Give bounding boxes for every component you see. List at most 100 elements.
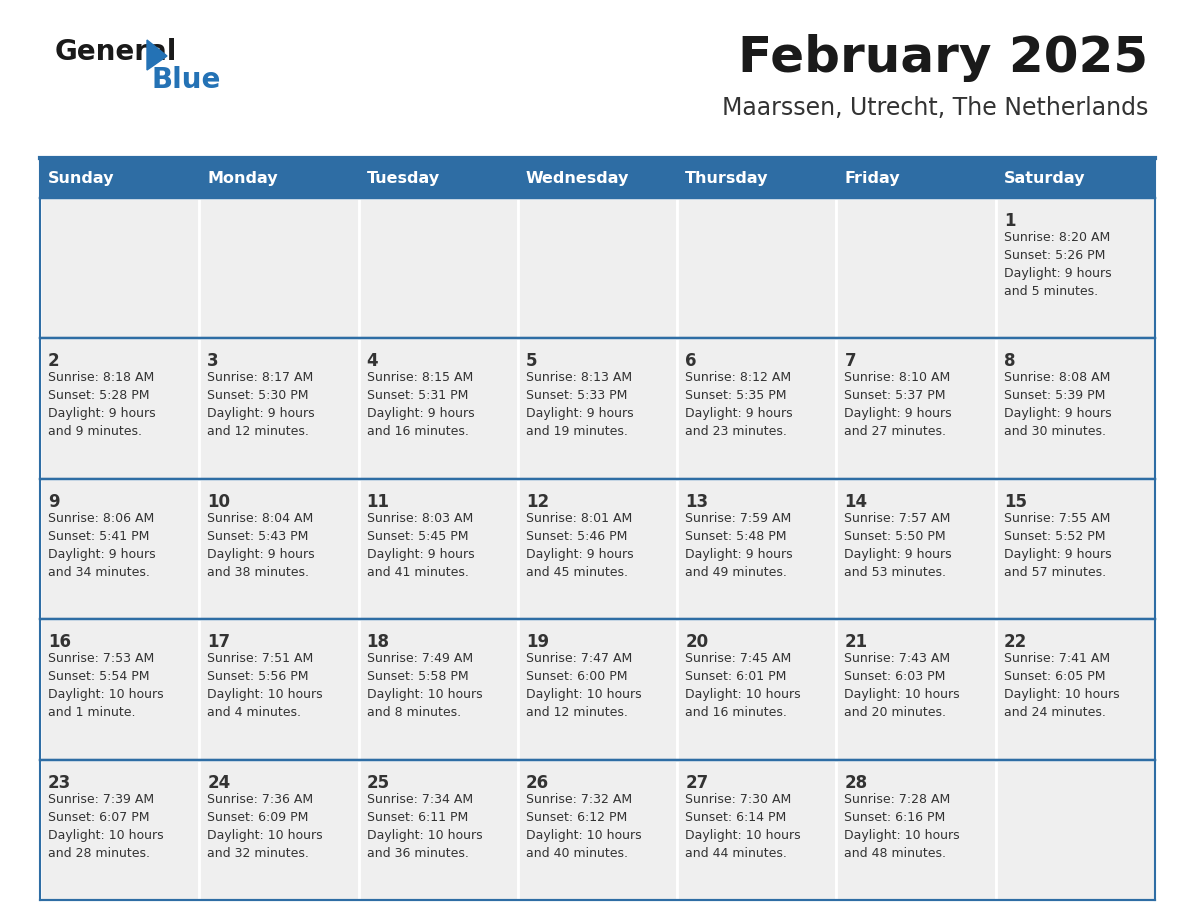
Text: and 23 minutes.: and 23 minutes. [685, 425, 786, 439]
Text: and 44 minutes.: and 44 minutes. [685, 846, 786, 859]
Bar [359, 339, 518, 479]
Text: Sunset: 5:46 PM: Sunset: 5:46 PM [526, 530, 627, 543]
Text: Daylight: 10 hours: Daylight: 10 hours [367, 829, 482, 842]
Bar [40, 198, 200, 339]
Text: Sunset: 6:05 PM: Sunset: 6:05 PM [1004, 670, 1105, 683]
Text: Daylight: 9 hours: Daylight: 9 hours [207, 408, 315, 420]
Text: and 28 minutes.: and 28 minutes. [48, 846, 150, 859]
Text: Thursday: Thursday [685, 172, 769, 186]
Bar [677, 160, 836, 198]
Bar [996, 759, 1155, 900]
Text: and 48 minutes.: and 48 minutes. [845, 846, 947, 859]
Text: and 16 minutes.: and 16 minutes. [367, 425, 468, 439]
Bar [677, 479, 836, 620]
Text: Sunset: 5:26 PM: Sunset: 5:26 PM [1004, 249, 1105, 262]
Bar [359, 759, 518, 900]
Text: Sunrise: 7:36 AM: Sunrise: 7:36 AM [207, 792, 314, 806]
Text: and 38 minutes.: and 38 minutes. [207, 565, 309, 579]
Text: Sunset: 6:01 PM: Sunset: 6:01 PM [685, 670, 786, 683]
Text: and 41 minutes.: and 41 minutes. [367, 565, 468, 579]
Text: Daylight: 9 hours: Daylight: 9 hours [1004, 548, 1111, 561]
Text: 23: 23 [48, 774, 71, 791]
Text: and 12 minutes.: and 12 minutes. [526, 706, 627, 719]
Text: Sunrise: 7:28 AM: Sunrise: 7:28 AM [845, 792, 950, 806]
Text: Daylight: 10 hours: Daylight: 10 hours [685, 829, 801, 842]
Bar [996, 339, 1155, 479]
Text: Daylight: 9 hours: Daylight: 9 hours [685, 548, 792, 561]
Text: Sunrise: 7:59 AM: Sunrise: 7:59 AM [685, 512, 791, 525]
Polygon shape [147, 40, 168, 70]
Text: 3: 3 [207, 353, 219, 370]
Text: Sunset: 5:58 PM: Sunset: 5:58 PM [367, 670, 468, 683]
Text: Daylight: 10 hours: Daylight: 10 hours [207, 688, 323, 701]
Text: Sunset: 5:50 PM: Sunset: 5:50 PM [845, 530, 946, 543]
Text: and 16 minutes.: and 16 minutes. [685, 706, 786, 719]
Text: Sunset: 6:03 PM: Sunset: 6:03 PM [845, 670, 946, 683]
Bar [836, 160, 996, 198]
Text: Sunset: 6:14 PM: Sunset: 6:14 PM [685, 811, 786, 823]
Text: Daylight: 9 hours: Daylight: 9 hours [845, 548, 952, 561]
Text: Sunrise: 7:34 AM: Sunrise: 7:34 AM [367, 792, 473, 806]
Text: and 24 minutes.: and 24 minutes. [1004, 706, 1106, 719]
Text: Sunrise: 8:15 AM: Sunrise: 8:15 AM [367, 372, 473, 385]
Bar [996, 479, 1155, 620]
Text: 14: 14 [845, 493, 867, 510]
Bar [200, 160, 359, 198]
Text: 15: 15 [1004, 493, 1026, 510]
Text: Daylight: 10 hours: Daylight: 10 hours [367, 688, 482, 701]
Bar [518, 198, 677, 339]
Bar [40, 759, 200, 900]
Text: and 8 minutes.: and 8 minutes. [367, 706, 461, 719]
Text: Sunrise: 7:53 AM: Sunrise: 7:53 AM [48, 652, 154, 666]
Text: Sunrise: 7:30 AM: Sunrise: 7:30 AM [685, 792, 791, 806]
Text: Sunset: 6:09 PM: Sunset: 6:09 PM [207, 811, 309, 823]
Text: 6: 6 [685, 353, 696, 370]
Text: 2: 2 [48, 353, 59, 370]
Text: 22: 22 [1004, 633, 1026, 651]
Bar [996, 160, 1155, 198]
Text: Sunrise: 8:13 AM: Sunrise: 8:13 AM [526, 372, 632, 385]
Text: Sunset: 5:28 PM: Sunset: 5:28 PM [48, 389, 150, 402]
Text: Sunset: 6:07 PM: Sunset: 6:07 PM [48, 811, 150, 823]
Bar [677, 339, 836, 479]
Bar [518, 620, 677, 759]
Text: Sunset: 5:54 PM: Sunset: 5:54 PM [48, 670, 150, 683]
Text: Sunrise: 7:47 AM: Sunrise: 7:47 AM [526, 652, 632, 666]
Text: Daylight: 9 hours: Daylight: 9 hours [1004, 267, 1111, 280]
Text: Sunset: 5:45 PM: Sunset: 5:45 PM [367, 530, 468, 543]
Text: Daylight: 10 hours: Daylight: 10 hours [845, 829, 960, 842]
Bar [518, 759, 677, 900]
Text: Tuesday: Tuesday [367, 172, 440, 186]
Text: Daylight: 10 hours: Daylight: 10 hours [48, 829, 164, 842]
Text: Daylight: 9 hours: Daylight: 9 hours [526, 548, 633, 561]
Bar [836, 479, 996, 620]
Text: Sunrise: 7:45 AM: Sunrise: 7:45 AM [685, 652, 791, 666]
Text: Daylight: 10 hours: Daylight: 10 hours [845, 688, 960, 701]
Bar [677, 620, 836, 759]
Text: Sunrise: 8:20 AM: Sunrise: 8:20 AM [1004, 231, 1110, 244]
Text: Daylight: 10 hours: Daylight: 10 hours [48, 688, 164, 701]
Text: February 2025: February 2025 [738, 34, 1148, 82]
Text: and 27 minutes.: and 27 minutes. [845, 425, 947, 439]
Text: Sunrise: 7:39 AM: Sunrise: 7:39 AM [48, 792, 154, 806]
Text: and 36 minutes.: and 36 minutes. [367, 846, 468, 859]
Bar [359, 479, 518, 620]
Text: Daylight: 9 hours: Daylight: 9 hours [48, 548, 156, 561]
Text: 4: 4 [367, 353, 378, 370]
Bar [996, 198, 1155, 339]
Text: 11: 11 [367, 493, 390, 510]
Text: Sunrise: 7:32 AM: Sunrise: 7:32 AM [526, 792, 632, 806]
Text: Sunrise: 8:03 AM: Sunrise: 8:03 AM [367, 512, 473, 525]
Text: Sunset: 5:43 PM: Sunset: 5:43 PM [207, 530, 309, 543]
Text: Sunrise: 7:49 AM: Sunrise: 7:49 AM [367, 652, 473, 666]
Text: Daylight: 9 hours: Daylight: 9 hours [685, 408, 792, 420]
Text: 8: 8 [1004, 353, 1016, 370]
Text: 10: 10 [207, 493, 230, 510]
Text: 17: 17 [207, 633, 230, 651]
Text: Sunset: 5:39 PM: Sunset: 5:39 PM [1004, 389, 1105, 402]
Text: and 4 minutes.: and 4 minutes. [207, 706, 302, 719]
Text: 13: 13 [685, 493, 708, 510]
Bar [200, 339, 359, 479]
Text: 1: 1 [1004, 212, 1016, 230]
Text: Sunrise: 8:10 AM: Sunrise: 8:10 AM [845, 372, 950, 385]
